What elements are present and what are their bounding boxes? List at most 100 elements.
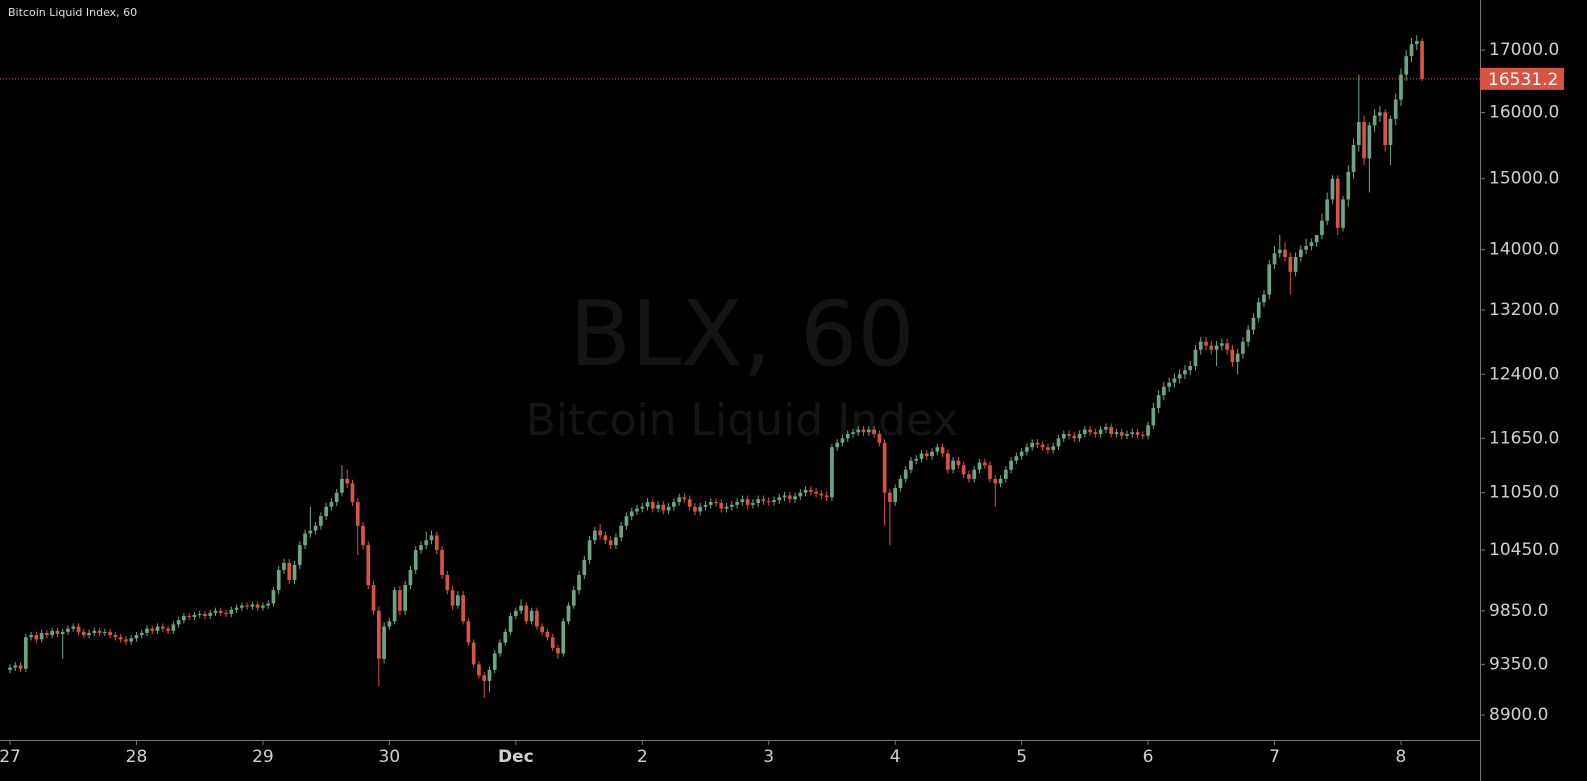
y-tick-label: 11050.0 [1489,483,1559,503]
candle-body [329,502,334,507]
candle-body [382,626,386,659]
candle-body [940,447,945,454]
candle-body [1114,432,1119,434]
candle-body [371,585,376,611]
x-tick-label: 7 [1269,747,1280,767]
candle-body [1151,407,1156,426]
candle-body [803,489,808,493]
candle-body [303,533,307,546]
candle-body [113,635,118,638]
candle-body [624,516,629,526]
candle-body [224,612,228,614]
candle-body [261,605,265,608]
candle-body [1183,370,1187,375]
candle-body [661,504,666,511]
candle-body [1314,235,1319,243]
candle-body [650,502,655,509]
candle-body [877,433,882,443]
candle-body [982,462,987,466]
candle-body [577,574,581,591]
candle-body [387,621,392,627]
candle-body [192,614,197,618]
x-tick-label: 29 [252,747,274,767]
candle-body [866,429,871,433]
candle-body [535,610,539,627]
candle-body [519,605,523,611]
candle-body [566,605,571,622]
candle-body [914,458,919,461]
candle-body [1146,425,1150,436]
candle-body [319,516,323,526]
candle-body [740,499,745,503]
candle-body [1125,433,1129,436]
candle-body [777,497,782,501]
candle-body [176,620,181,625]
candle-body [708,502,713,505]
candle-body [92,630,97,633]
candle-body [271,590,276,604]
candle-body [814,491,818,494]
candle-body [924,453,929,457]
x-tick-label: Dec [498,747,534,767]
candle-body [456,595,460,606]
candle-body [1283,249,1287,257]
candle-body [998,478,1003,484]
candle-body [787,495,792,500]
candle-body [961,465,966,475]
candle-body [1193,349,1198,367]
candle-body [466,621,471,643]
candle-body [1009,460,1013,470]
candle-body [930,451,934,457]
candle-body [266,603,271,606]
candle-body [977,462,982,470]
candle-body [1214,345,1219,350]
x-tick-label: 30 [379,747,401,767]
candle-body [1046,447,1050,450]
x-tick-label: 4 [890,747,901,767]
candle-body [672,502,676,507]
candle-body [1399,74,1403,100]
candle-body [197,613,202,615]
candle-body [71,626,76,629]
candle-body [76,626,81,632]
candle-body [851,432,855,434]
candle-body [450,590,455,606]
candle-body [946,453,950,470]
candle-body [550,637,555,648]
candle-body [108,631,112,636]
candle-body [1351,145,1356,172]
x-tick-label: 5 [1016,747,1027,767]
candle-body [988,465,992,479]
candle-body [60,631,65,635]
candle-body [903,469,908,479]
candle-body [919,453,924,459]
x-tick-label: 3 [763,747,774,767]
candle-body [872,429,876,434]
candle-body [250,604,255,607]
candle-body [598,530,602,536]
candle-body [118,637,123,640]
candle-body [419,545,423,551]
candle-body [782,495,787,498]
candle-body [498,642,502,654]
candle-body [134,635,139,639]
candle-body [587,540,592,560]
candle-body [398,590,402,611]
candle-body [856,429,861,433]
candle-body [376,610,381,659]
candle-body [1256,302,1261,318]
candle-body [508,616,513,632]
candle-body [540,626,545,632]
candle-body [1372,115,1377,126]
candle-body [29,635,33,638]
candle-body [361,525,365,546]
watermark-name: Bitcoin Liquid Index [526,395,959,446]
candle-body [561,621,566,654]
candle-body [1051,446,1056,450]
candle-body [1025,447,1029,452]
candle-body [503,631,508,643]
candle-body [693,506,697,512]
y-tick-label: 11650.0 [1489,428,1559,448]
candle-body [297,545,302,565]
